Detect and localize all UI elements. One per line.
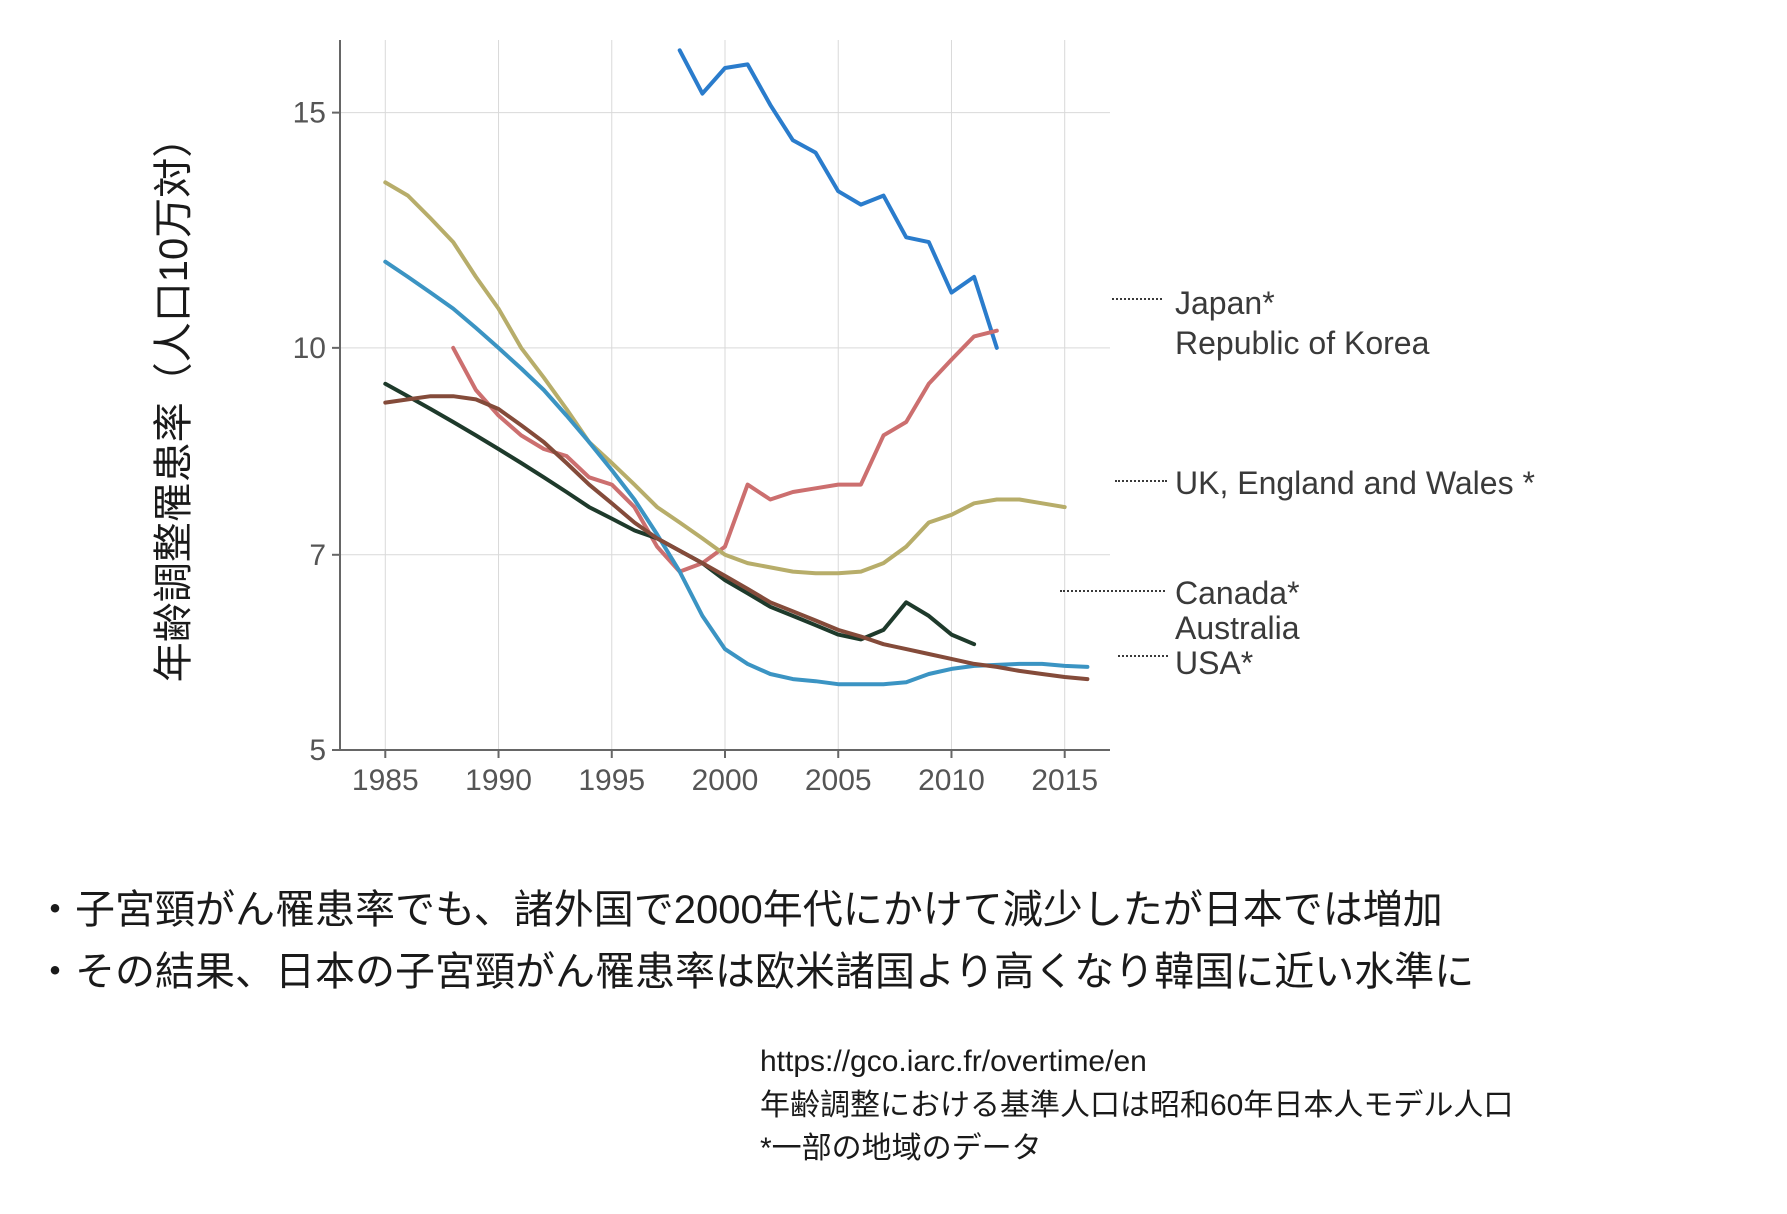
series-label-japan: Japan*: [1175, 285, 1275, 322]
footnotes: https://gco.iarc.fr/overtime/en 年齢調整における…: [760, 1040, 1513, 1171]
svg-text:5: 5: [309, 734, 326, 767]
y-axis-label: 年齢調整罹患率（人口10万対）: [141, 118, 199, 683]
leader-line-japan: [1112, 298, 1162, 300]
svg-text:1985: 1985: [352, 764, 419, 797]
leader-line-uk: [1115, 480, 1167, 482]
footnote-source: https://gco.iarc.fr/overtime/en: [760, 1040, 1513, 1084]
svg-text:1990: 1990: [465, 764, 532, 797]
leader-line-usa: [1118, 655, 1168, 657]
svg-text:2010: 2010: [918, 764, 985, 797]
series-label-korea: Republic of Korea: [1175, 325, 1429, 362]
chart-area: 1985 1990 1995 2000 2005 2010 2015 5 7 10 15: [280, 30, 1130, 820]
footnote-partial: *一部の地域のデータ: [760, 1127, 1513, 1171]
svg-text:15: 15: [293, 97, 326, 130]
svg-text:7: 7: [309, 539, 326, 572]
series-label-usa: USA*: [1175, 645, 1253, 682]
svg-text:2015: 2015: [1031, 764, 1098, 797]
series-labels: Japan*Republic of Korea UK, England and W…: [1100, 30, 1750, 820]
bullet-2: ・その結果、日本の子宮頸がん罹患率は欧米諸国より高くなり韓国に近い水準に: [35, 942, 1474, 1002]
svg-text:2005: 2005: [805, 764, 872, 797]
series-label-canada: Canada*: [1175, 575, 1300, 612]
line-chart: 1985 1990 1995 2000 2005 2010 2015 5 7 10 15: [280, 30, 1130, 820]
svg-text:10: 10: [293, 332, 326, 365]
series-label-australia: Australia: [1175, 610, 1300, 647]
svg-text:2000: 2000: [692, 764, 759, 797]
leader-line-canada: [1060, 590, 1165, 592]
bullet-1: ・子宮頸がん罹患率でも、諸外国で2000年代にかけて減少したが日本では増加: [35, 880, 1474, 940]
svg-text:1995: 1995: [578, 764, 645, 797]
series-label-uk: UK, England and Wales *: [1175, 465, 1535, 502]
summary-bullets: ・子宮頸がん罹患率でも、諸外国で2000年代にかけて減少したが日本では増加 ・そ…: [35, 880, 1474, 1004]
footnote-population: 年齢調整における基準人口は昭和60年日本人モデル人口: [760, 1084, 1513, 1128]
